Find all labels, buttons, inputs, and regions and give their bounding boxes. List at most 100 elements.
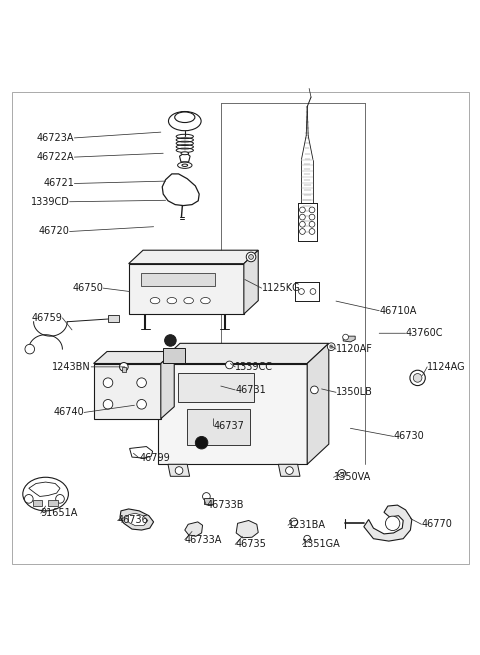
Circle shape — [300, 214, 305, 220]
Circle shape — [246, 252, 256, 262]
Ellipse shape — [181, 152, 189, 155]
Polygon shape — [158, 343, 329, 364]
Circle shape — [309, 214, 315, 220]
Circle shape — [413, 373, 422, 383]
Circle shape — [175, 467, 183, 474]
Circle shape — [103, 378, 113, 388]
Circle shape — [299, 289, 304, 294]
FancyBboxPatch shape — [108, 314, 119, 322]
Ellipse shape — [175, 112, 195, 122]
Circle shape — [300, 207, 305, 213]
FancyBboxPatch shape — [48, 500, 58, 506]
Text: 1350LB: 1350LB — [336, 387, 373, 398]
Polygon shape — [244, 250, 258, 314]
Polygon shape — [29, 482, 60, 496]
Ellipse shape — [201, 297, 210, 304]
Text: 46737: 46737 — [214, 421, 244, 431]
Circle shape — [304, 535, 311, 542]
Text: 1351GA: 1351GA — [302, 540, 341, 550]
Polygon shape — [307, 343, 329, 464]
Text: 46770: 46770 — [421, 519, 452, 529]
Circle shape — [226, 361, 233, 369]
Text: 46720: 46720 — [39, 227, 70, 236]
Text: 46740: 46740 — [53, 407, 84, 417]
Ellipse shape — [182, 164, 188, 166]
Circle shape — [311, 386, 318, 394]
Polygon shape — [120, 509, 154, 530]
Text: 1350VA: 1350VA — [334, 472, 371, 482]
Text: 46731: 46731 — [235, 385, 266, 395]
Ellipse shape — [184, 297, 193, 304]
Circle shape — [309, 229, 315, 234]
Text: 46723A: 46723A — [37, 133, 74, 143]
Polygon shape — [129, 514, 148, 526]
Text: 46735: 46735 — [235, 540, 266, 550]
Text: 46759: 46759 — [32, 313, 62, 323]
Circle shape — [327, 343, 335, 350]
Text: 1243BN: 1243BN — [52, 362, 91, 372]
Polygon shape — [130, 447, 153, 458]
Text: 1339CD: 1339CD — [31, 196, 70, 207]
Ellipse shape — [150, 297, 160, 304]
Polygon shape — [180, 154, 190, 162]
Circle shape — [286, 467, 293, 474]
FancyBboxPatch shape — [178, 373, 254, 402]
Polygon shape — [185, 522, 203, 536]
Circle shape — [137, 378, 146, 388]
Circle shape — [385, 516, 400, 531]
FancyBboxPatch shape — [141, 272, 215, 286]
Polygon shape — [129, 250, 258, 264]
FancyBboxPatch shape — [33, 500, 42, 506]
Circle shape — [24, 495, 33, 503]
Text: 46733B: 46733B — [206, 500, 244, 510]
Polygon shape — [94, 352, 174, 364]
Text: 46730: 46730 — [394, 432, 424, 441]
FancyBboxPatch shape — [94, 364, 161, 419]
Circle shape — [195, 436, 208, 449]
Circle shape — [56, 495, 64, 503]
Text: 1124AG: 1124AG — [427, 362, 466, 372]
Text: 46750: 46750 — [72, 283, 103, 293]
Text: 46799: 46799 — [139, 453, 170, 463]
Circle shape — [343, 334, 348, 340]
Circle shape — [203, 493, 210, 500]
Text: 46736: 46736 — [118, 515, 148, 525]
Circle shape — [309, 221, 315, 227]
Polygon shape — [162, 174, 199, 206]
Circle shape — [310, 289, 316, 294]
Circle shape — [290, 518, 298, 526]
FancyBboxPatch shape — [187, 409, 250, 445]
Ellipse shape — [168, 111, 201, 131]
Text: 1120AF: 1120AF — [336, 344, 373, 354]
Circle shape — [137, 400, 146, 409]
Polygon shape — [236, 521, 258, 538]
Circle shape — [120, 362, 128, 371]
Circle shape — [410, 370, 425, 386]
FancyBboxPatch shape — [122, 367, 126, 371]
Circle shape — [25, 345, 35, 354]
Circle shape — [300, 221, 305, 227]
Text: 1231BA: 1231BA — [288, 520, 326, 531]
Circle shape — [309, 207, 315, 213]
FancyBboxPatch shape — [129, 264, 244, 314]
Text: 1125KG: 1125KG — [262, 283, 300, 293]
Polygon shape — [364, 505, 412, 541]
Text: 1339CC: 1339CC — [235, 362, 273, 372]
Polygon shape — [158, 364, 307, 464]
Text: 43760C: 43760C — [406, 328, 443, 338]
Ellipse shape — [167, 297, 177, 304]
Circle shape — [165, 335, 176, 346]
Circle shape — [300, 229, 305, 234]
Text: 46710A: 46710A — [379, 306, 417, 316]
Circle shape — [103, 400, 113, 409]
Text: 46721: 46721 — [44, 179, 74, 189]
Polygon shape — [343, 336, 355, 342]
FancyBboxPatch shape — [12, 92, 469, 564]
Polygon shape — [278, 464, 300, 476]
Ellipse shape — [178, 162, 192, 168]
Text: 91651A: 91651A — [41, 508, 78, 518]
FancyBboxPatch shape — [163, 348, 185, 362]
Polygon shape — [168, 464, 190, 476]
Circle shape — [329, 345, 333, 348]
Circle shape — [338, 470, 346, 477]
